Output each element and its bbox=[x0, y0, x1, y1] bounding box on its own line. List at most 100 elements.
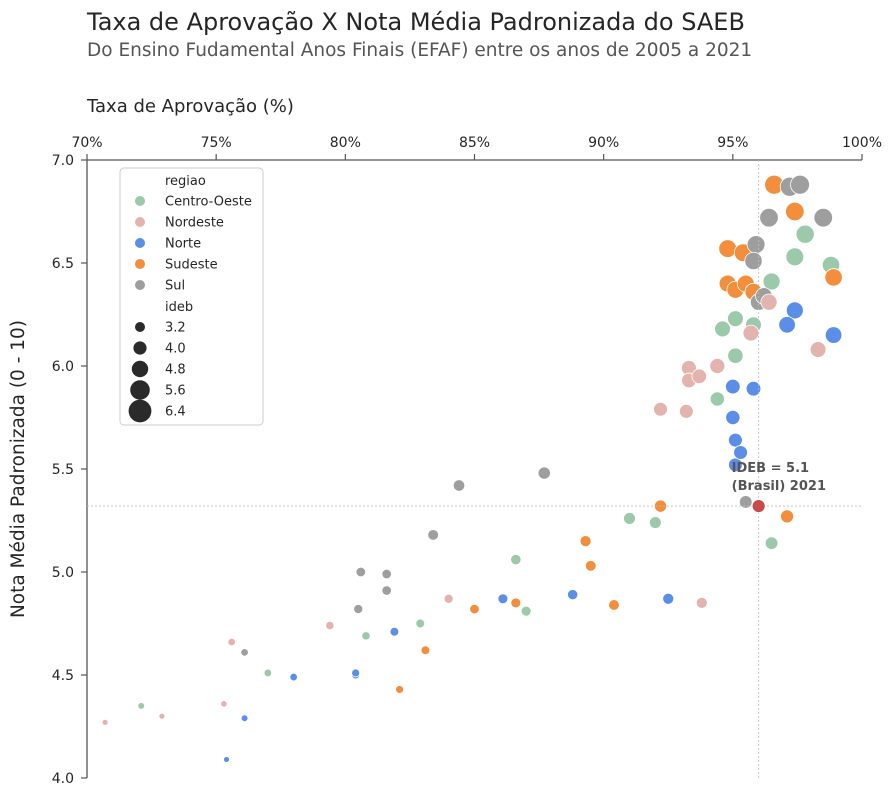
data-point-nordeste bbox=[220, 700, 228, 708]
data-point-norte bbox=[567, 589, 579, 601]
data-point-sul bbox=[355, 566, 367, 578]
data-point-sudeste bbox=[785, 201, 805, 222]
data-point-norte bbox=[662, 592, 675, 605]
data-point-nordeste bbox=[809, 341, 827, 358]
legend-size-title: ideb bbox=[165, 300, 193, 315]
legend-size-label: 6.4 bbox=[165, 405, 186, 420]
data-point-sudeste bbox=[780, 509, 795, 524]
data-point-nordeste bbox=[695, 596, 708, 609]
data-point-sudeste bbox=[420, 645, 431, 656]
data-point-sudeste bbox=[510, 597, 522, 609]
data-point-centro-oeste bbox=[714, 320, 731, 338]
chart-title: Taxa de Aprovação X Nota Média Padroniza… bbox=[87, 8, 745, 36]
data-point-sudeste bbox=[824, 268, 843, 287]
data-point-centro-oeste bbox=[415, 618, 426, 629]
points-layer bbox=[101, 174, 843, 763]
data-point-nordeste bbox=[101, 718, 109, 726]
data-point-centro-oeste bbox=[510, 554, 522, 566]
data-point-sul bbox=[353, 604, 364, 615]
legend: regiao Centro-Oeste Nordeste Norte Sudeste Su… bbox=[119, 167, 264, 426]
data-point-nordeste bbox=[158, 712, 166, 720]
axes-layer: 70% 75% 80% 85% 90% 95% 100% 4.0 4.5 5.0 5.5 6.0 6.5… bbox=[8, 96, 882, 787]
data-point-centro-oeste bbox=[727, 347, 744, 364]
data-point-nordeste bbox=[760, 293, 778, 311]
chart-subtitle: Do Ensino Fudamental Anos Finais (EFAF) … bbox=[87, 40, 753, 61]
data-point-nordeste bbox=[443, 593, 454, 604]
y-axis-label: Nota Média Padronizada (0 - 10) bbox=[8, 320, 29, 618]
data-point-sul bbox=[744, 251, 763, 271]
legend-size-label: 4.8 bbox=[165, 363, 186, 378]
data-point-norte bbox=[728, 432, 743, 448]
data-point-norte bbox=[733, 445, 748, 460]
data-point-sul bbox=[537, 466, 551, 480]
x-tick-label: 95% bbox=[717, 135, 748, 151]
data-point-centro-oeste bbox=[762, 272, 781, 291]
y-tick-label: 7.0 bbox=[52, 153, 74, 169]
data-point-norte bbox=[778, 316, 796, 334]
legend-entry-label: Sudeste bbox=[165, 258, 218, 273]
legend-size-marker bbox=[130, 380, 150, 400]
data-point-sul bbox=[427, 529, 439, 541]
data-point-nordeste bbox=[742, 324, 760, 342]
data-point-sudeste bbox=[469, 603, 480, 615]
annotation-line-2: (Brasil) 2021 bbox=[732, 479, 826, 494]
data-point-sul bbox=[746, 235, 766, 254]
legend-entry-label: Nordeste bbox=[165, 216, 224, 231]
legend-marker bbox=[135, 217, 145, 227]
y-tick-label: 5.5 bbox=[52, 462, 74, 478]
data-point-centro-oeste bbox=[623, 512, 636, 525]
data-point-centro-oeste bbox=[795, 224, 815, 244]
annotation-layer: IDEB = 5.1 (Brasil) 2021 bbox=[87, 160, 862, 778]
x-tick-label: 90% bbox=[588, 135, 619, 151]
y-tick-label: 6.0 bbox=[52, 359, 74, 375]
data-point-norte bbox=[824, 326, 843, 344]
y-tick-label: 6.5 bbox=[52, 256, 74, 272]
legend-entry-label: Centro-Oeste bbox=[165, 195, 252, 210]
data-point-norte bbox=[389, 626, 400, 637]
legend-marker bbox=[135, 196, 145, 206]
data-point-sudeste bbox=[608, 599, 620, 611]
x-axis-label: Taxa de Aprovação (%) bbox=[86, 96, 294, 117]
legend-entry-label: Norte bbox=[165, 237, 201, 252]
legend-box bbox=[119, 167, 264, 426]
data-point-norte bbox=[745, 380, 762, 397]
data-point-nordeste bbox=[653, 401, 668, 417]
y-tick-label: 4.5 bbox=[52, 668, 74, 684]
data-point-sul bbox=[739, 495, 753, 509]
legend-size-label: 3.2 bbox=[165, 321, 186, 336]
data-point-centro-oeste bbox=[137, 702, 146, 710]
data-point-centro-oeste bbox=[361, 631, 371, 641]
data-point-centro-oeste bbox=[764, 536, 779, 550]
data-point-sul bbox=[381, 585, 392, 596]
data-point-norte bbox=[497, 593, 509, 605]
legend-size-marker bbox=[133, 341, 147, 355]
x-tick-label: 70% bbox=[71, 135, 102, 151]
data-point-norte bbox=[351, 668, 361, 678]
data-point-nordeste bbox=[325, 620, 335, 631]
data-point-sul bbox=[240, 648, 249, 657]
data-point-sul bbox=[381, 568, 392, 580]
data-point-centro-oeste bbox=[520, 605, 532, 617]
y-tick-label: 4.0 bbox=[52, 771, 74, 787]
data-point-sul bbox=[759, 207, 779, 228]
data-point-norte bbox=[725, 378, 741, 395]
legend-entry-label: Sul bbox=[165, 279, 185, 294]
legend-size-label: 5.6 bbox=[165, 384, 186, 399]
data-point-nordeste bbox=[227, 637, 236, 647]
legend-size-marker bbox=[135, 322, 145, 332]
data-point-nordeste bbox=[691, 368, 707, 385]
annotation-line-1: IDEB = 5.1 bbox=[732, 461, 809, 476]
legend-hue-title: regiao bbox=[165, 174, 206, 189]
data-point-norte bbox=[785, 301, 804, 320]
data-point-sudeste bbox=[395, 685, 404, 694]
data-point-sudeste bbox=[579, 535, 592, 548]
data-point-sul bbox=[813, 207, 833, 228]
x-tick-label: 85% bbox=[459, 135, 490, 151]
data-point-norte bbox=[223, 756, 230, 763]
data-point-centro-oeste bbox=[263, 668, 273, 678]
data-point-centro-oeste bbox=[727, 310, 744, 327]
x-tick-label: 80% bbox=[330, 135, 361, 151]
legend-marker bbox=[135, 259, 145, 269]
data-point-centro-oeste bbox=[785, 247, 805, 267]
data-point-nordeste bbox=[709, 358, 726, 374]
